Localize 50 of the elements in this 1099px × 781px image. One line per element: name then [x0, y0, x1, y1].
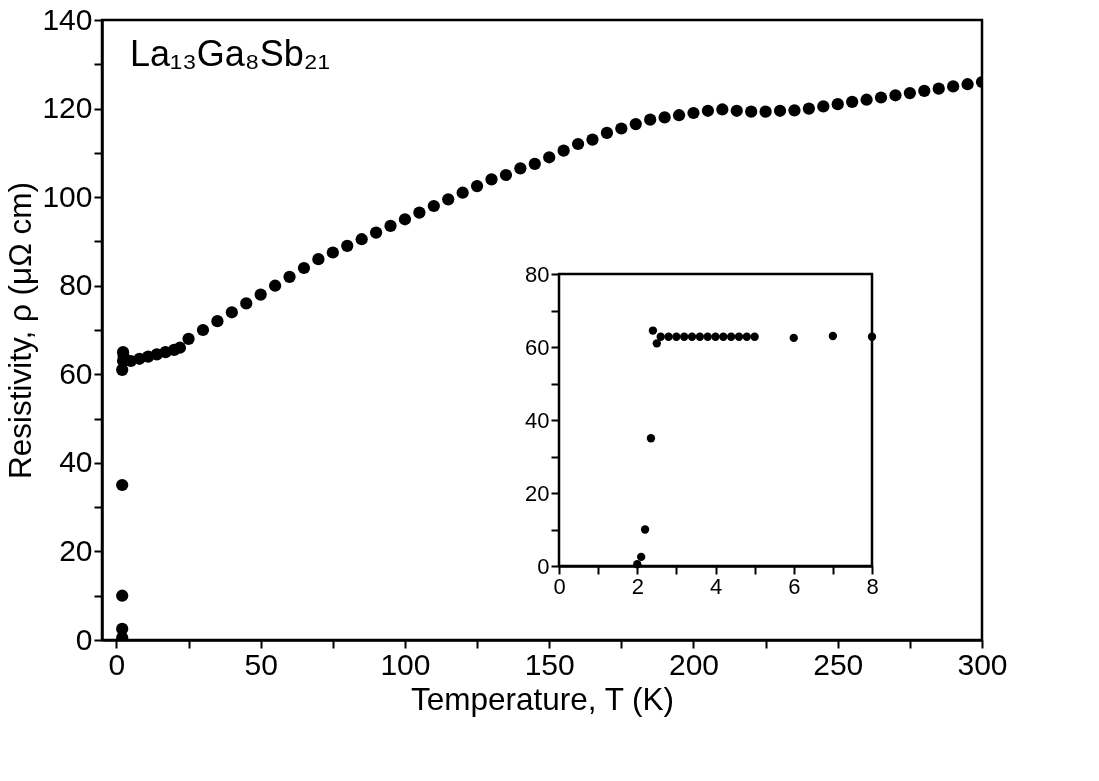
y-tick-label: 20: [59, 533, 93, 567]
x-axis-title: Temperature, T (K): [410, 680, 675, 717]
point: [742, 332, 751, 341]
point: [734, 332, 744, 341]
point: [750, 332, 759, 341]
point: [719, 332, 728, 341]
x-tick-label: 50: [244, 647, 278, 681]
point: [828, 331, 838, 341]
y-tick-label: 140: [42, 2, 93, 36]
y-tick-label: 40: [525, 407, 550, 433]
y-tick-label: 0: [75, 622, 93, 656]
x-tick-label: 100: [380, 647, 431, 681]
point: [789, 333, 798, 343]
x-tick-label: 150: [524, 647, 575, 681]
x-tick-label: 300: [957, 647, 1008, 681]
point: [664, 332, 673, 341]
x-tick-label: 2: [631, 573, 644, 599]
point: [695, 332, 705, 341]
point: [726, 332, 736, 341]
point: [867, 332, 877, 341]
y-tick-label: 80: [59, 268, 93, 302]
y-axis-title: Resistivity, ρ (μΩ cm): [2, 181, 39, 480]
y-tick-label: 20: [525, 480, 550, 506]
x-tick-label: 0: [553, 573, 566, 599]
x-tick-label: 200: [668, 647, 720, 681]
x-tick-label: 0: [108, 647, 126, 681]
point: [652, 339, 661, 348]
annotation: La₁₃Ga₈Sb₂₁: [130, 33, 330, 74]
point: [703, 332, 712, 341]
point: [636, 552, 646, 562]
y-tick-label: 60: [525, 334, 550, 360]
y-tick-label: 80: [525, 261, 550, 287]
x-tick-label: 4: [709, 573, 723, 599]
point: [633, 560, 642, 569]
point: [648, 326, 658, 335]
point: [687, 332, 697, 341]
point: [680, 332, 689, 341]
point: [646, 434, 656, 443]
point: [672, 332, 681, 341]
point: [711, 332, 720, 341]
point: [656, 332, 665, 341]
x-tick-label: 250: [813, 647, 864, 681]
y-tick-label: 0: [537, 553, 550, 579]
x-tick-label: 6: [788, 573, 801, 599]
y-tick-label: 120: [42, 91, 93, 125]
y-tick-label: 60: [59, 356, 93, 390]
x-tick-label: 8: [866, 573, 879, 599]
y-tick-label: 40: [59, 445, 93, 479]
y-tick-label: 100: [42, 179, 93, 213]
point: [640, 525, 650, 534]
